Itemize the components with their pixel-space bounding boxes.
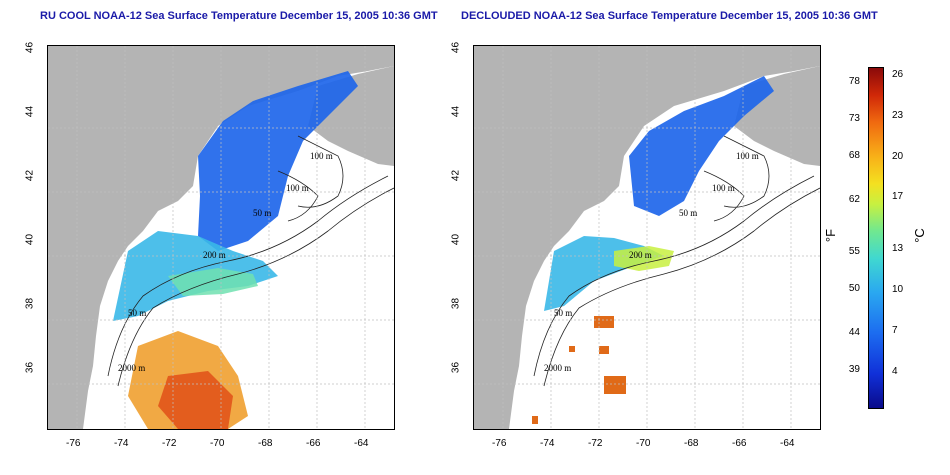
fahrenheit-tick: 44 [848,327,860,338]
lat-tick: 44 [450,105,462,118]
land-mass [48,46,394,429]
lat-tick: 40 [450,233,462,246]
lon-tick: -64 [354,438,369,449]
temperature-colorbar [868,67,884,409]
lat-tick: 46 [450,41,462,54]
right-map-title: DECLOUDED NOAA-12 Sea Surface Temperatur… [461,10,878,22]
lat-tick: 40 [24,233,36,246]
contour-label: 2000 m [544,363,571,373]
lat-tick: 42 [450,169,462,182]
contour-label: 100 m [310,151,333,161]
bathymetry-contours [107,135,394,387]
lon-tick: -72 [162,438,177,449]
bathymetry-contours [533,135,820,387]
fahrenheit-tick: 39 [848,364,860,375]
contour-label: 2000 m [118,363,145,373]
land-mass [474,46,820,429]
left-map-canvas: 100 m 100 m 50 m 200 m 50 m 2000 m [48,46,394,429]
lon-tick: -66 [306,438,321,449]
contour-label: 200 m [203,250,226,260]
lat-tick: 36 [450,361,462,374]
lat-tick: 46 [24,41,36,54]
lon-tick: -74 [540,438,555,449]
right-map-canvas: 100 m 100 m 50 m 200 m 50 m 2000 m [474,46,820,429]
lon-tick: -70 [636,438,651,449]
left-contour-labels: 100 m 100 m 50 m 200 m 50 m 2000 m [118,151,333,373]
shelf-water-region [614,246,674,271]
cold-water-region [198,71,358,251]
contour-label: 100 m [736,151,759,161]
celsius-unit-label: °C [911,228,927,243]
lat-tick: 36 [24,361,36,374]
fahrenheit-tick: 55 [848,246,860,257]
celsius-tick: 7 [892,325,898,336]
fahrenheit-tick: 62 [848,194,860,205]
fahrenheit-unit-label: °F [823,228,839,243]
map-grid [48,46,394,429]
lon-tick: -68 [684,438,699,449]
lon-tick: -74 [114,438,129,449]
left-sst-map: 100 m 100 m 50 m 200 m 50 m 2000 m [47,45,395,430]
fahrenheit-tick: 78 [848,76,860,87]
lat-tick: 42 [24,169,36,182]
map-grid [474,46,820,429]
hot-water-region [158,371,233,429]
contour-label: 200 m [629,250,652,260]
lat-tick: 38 [450,297,462,310]
left-map-title: RU COOL NOAA-12 Sea Surface Temperature … [40,10,438,22]
lat-tick: 44 [24,105,36,118]
celsius-tick: 10 [892,284,904,295]
contour-label: 50 m [128,308,146,318]
cold-water-region [629,76,774,216]
contour-label: 50 m [679,208,697,218]
lon-tick: -66 [732,438,747,449]
fahrenheit-tick: 50 [848,283,860,294]
contour-label: 50 m [554,308,572,318]
lon-tick: -76 [492,438,507,449]
celsius-tick: 23 [892,110,904,121]
lat-tick: 38 [24,297,36,310]
fahrenheit-tick: 68 [848,150,860,161]
lon-tick: -68 [258,438,273,449]
celsius-tick: 4 [892,366,898,377]
lon-tick: -76 [66,438,81,449]
contour-label: 50 m [253,208,271,218]
right-contour-labels: 100 m 100 m 50 m 200 m 50 m 2000 m [544,151,759,373]
right-sst-map: 100 m 100 m 50 m 200 m 50 m 2000 m [473,45,821,430]
celsius-tick: 26 [892,69,904,80]
contour-label: 100 m [712,183,735,193]
celsius-tick: 20 [892,151,904,162]
lon-tick: -64 [780,438,795,449]
celsius-tick: 17 [892,191,904,202]
fahrenheit-tick: 73 [848,113,860,124]
celsius-tick: 13 [892,243,904,254]
contour-label: 100 m [286,183,309,193]
lon-tick: -72 [588,438,603,449]
lon-tick: -70 [210,438,225,449]
